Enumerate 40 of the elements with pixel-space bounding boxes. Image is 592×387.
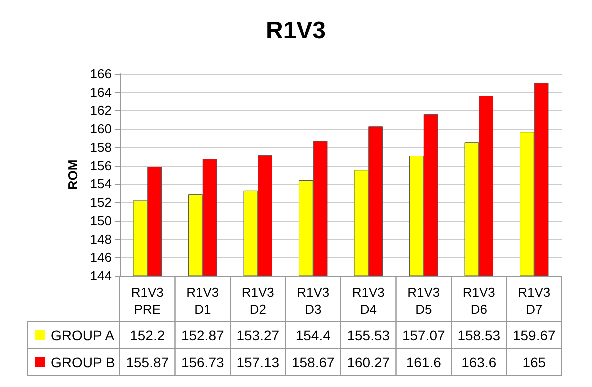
- y-tick-label: 160: [90, 122, 112, 137]
- data-label: 158.53: [458, 328, 501, 344]
- y-tick-label: 150: [90, 213, 112, 228]
- y-tick-label: 154: [90, 176, 112, 192]
- y-tick-label: 164: [90, 84, 112, 100]
- x-tick-label: R1V3 D6: [462, 285, 496, 317]
- y-tick-label: 158: [90, 140, 112, 155]
- legend-label: GROUP B: [51, 354, 116, 370]
- y-tick-label: 148: [90, 232, 112, 247]
- data-label: 153.27: [236, 328, 280, 344]
- data-label: 159.67: [512, 328, 556, 344]
- data-label: 155.53: [347, 328, 390, 344]
- data-label: 165: [522, 354, 546, 370]
- data-label: 158.67: [292, 354, 335, 370]
- data-label: 157.07: [402, 328, 446, 344]
- x-tick-label: R1V3 D2: [242, 285, 274, 317]
- data-label: 156.73: [181, 354, 224, 370]
- y-tick-label: 156: [90, 158, 112, 174]
- y-tick-label: 144: [90, 268, 112, 284]
- data-label: 157.13: [236, 354, 280, 370]
- data-label: 154.4: [296, 328, 332, 344]
- x-tick-label: R1V3 PRE: [131, 285, 164, 317]
- legend-label: GROUP A: [51, 328, 116, 344]
- chart-title: R1V3: [266, 18, 326, 44]
- x-tick-label: R1V3 D7: [518, 285, 551, 317]
- data-label: 161.6: [406, 354, 442, 370]
- data-label: 155.87: [126, 354, 170, 370]
- data-label: 152.2: [130, 328, 166, 344]
- y-tick-label: 162: [90, 103, 112, 118]
- x-tick-label: R1V3 D1: [186, 285, 220, 317]
- data-label: 152.87: [181, 328, 224, 344]
- data-label: 163.6: [462, 354, 497, 370]
- y-tick-label: 146: [90, 250, 112, 266]
- x-tick-label: R1V3 D5: [408, 285, 440, 317]
- y-axis-title: ROM: [65, 160, 80, 190]
- x-tick-label: R1V3 D4: [352, 285, 385, 317]
- y-tick-label: 152: [90, 195, 112, 210]
- x-tick-label: R1V3 D3: [297, 285, 330, 317]
- y-tick-label: 166: [90, 66, 112, 82]
- data-label: 160.27: [347, 354, 390, 370]
